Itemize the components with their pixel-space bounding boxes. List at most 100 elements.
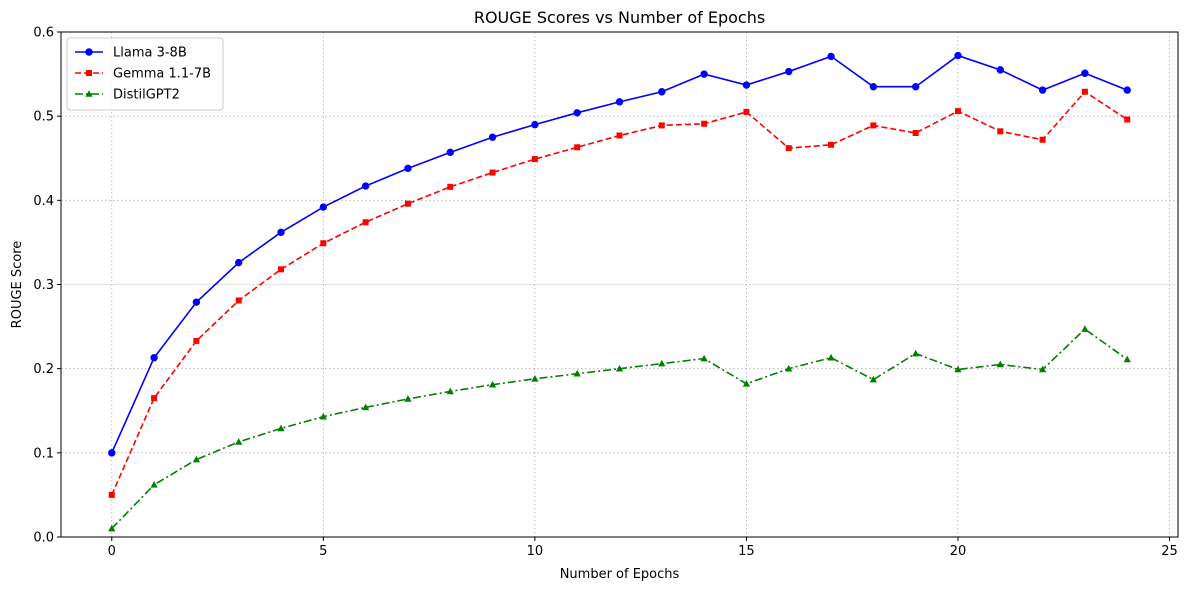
data-point	[1081, 325, 1089, 332]
ticks: 0 5 10 15 20 25 0.0 0.1 0.2 0.3 0.4 0.5 0.6	[33, 26, 1177, 560]
data-point	[616, 132, 623, 139]
data-point	[531, 374, 539, 382]
data-point	[108, 449, 116, 457]
data-point	[911, 83, 920, 91]
x-tick-label: 10	[527, 544, 544, 559]
data-point	[446, 148, 454, 157]
data-point	[615, 364, 624, 372]
y-tick-label: 0.2	[33, 362, 54, 377]
legend-label: DistilGPT2	[113, 88, 180, 103]
data-point	[700, 354, 708, 362]
data-point	[277, 424, 285, 432]
data-point	[193, 337, 200, 344]
data-point	[404, 164, 412, 173]
data-point	[447, 183, 454, 190]
legend-label: Llama 3-8B	[113, 46, 187, 61]
data-point	[404, 395, 412, 402]
data-point	[489, 169, 496, 176]
data-point	[1039, 136, 1046, 143]
data-point	[1039, 365, 1047, 373]
x-axis-label: Number of Epochs	[560, 567, 680, 582]
data-point	[488, 133, 497, 141]
chart-title: ROUGE Scores vs Number of Epochs	[474, 8, 765, 27]
data-point	[573, 369, 581, 377]
data-point	[1123, 355, 1131, 363]
data-point	[361, 182, 370, 190]
data-point	[996, 66, 1004, 74]
data-point	[615, 98, 624, 106]
data-point	[870, 122, 877, 129]
legend-marker	[86, 70, 92, 76]
y-tick-label: 0.5	[33, 110, 54, 125]
data-point	[658, 88, 666, 96]
data-point	[869, 375, 877, 383]
legend-box	[66, 37, 224, 111]
data-point	[1124, 116, 1131, 123]
data-point	[743, 108, 750, 115]
series-line	[111, 54, 1128, 454]
data-point	[869, 83, 878, 91]
data-point	[531, 120, 539, 129]
data-point	[1038, 86, 1047, 94]
y-tick-label: 0.1	[33, 446, 54, 461]
x-tick-label: 20	[950, 544, 967, 559]
data-point	[404, 200, 411, 207]
x-tick-label: 15	[738, 544, 755, 559]
data-point	[235, 297, 242, 304]
data-point	[742, 81, 751, 89]
x-tick-label: 0	[108, 544, 116, 559]
data-point	[319, 412, 327, 420]
data-point	[700, 70, 708, 78]
data-point	[828, 141, 835, 148]
y-tick-label: 0.0	[33, 531, 54, 546]
data-point	[574, 144, 581, 151]
data-point	[785, 364, 793, 372]
data-point	[827, 353, 835, 361]
data-point	[912, 349, 920, 357]
data-point	[151, 395, 158, 402]
data-point	[278, 266, 285, 273]
y-tick-label: 0.6	[33, 26, 54, 41]
y-axis-label: ROUGE Score	[10, 241, 25, 329]
x-tick-label: 25	[1161, 544, 1178, 559]
data-point	[658, 122, 665, 129]
legend: Llama 3-8B Gemma 1.1-7B DistilGPT2	[66, 37, 224, 111]
data-point	[362, 219, 369, 226]
data-point	[1123, 86, 1131, 94]
data-point	[108, 524, 116, 532]
data-point	[997, 128, 1004, 135]
data-point	[785, 145, 792, 152]
data-point	[827, 52, 835, 61]
legend-item: Gemma 1.1-7B	[75, 67, 211, 82]
data-point	[912, 130, 919, 136]
data-point	[954, 51, 962, 60]
data-point	[996, 360, 1004, 368]
data-point	[742, 380, 751, 387]
series-layer	[108, 51, 1131, 532]
legend-label: Gemma 1.1-7B	[113, 67, 211, 82]
data-point	[320, 240, 327, 247]
data-point	[235, 258, 243, 267]
data-point	[150, 481, 158, 488]
data-point	[658, 359, 666, 367]
data-point	[108, 491, 115, 498]
legend-item: DistilGPT2	[75, 88, 180, 103]
data-point	[362, 403, 370, 411]
data-point	[1081, 88, 1088, 95]
data-point	[192, 455, 200, 463]
data-point	[785, 67, 793, 76]
series-llama-3-8b	[108, 51, 1131, 457]
data-point	[488, 380, 497, 388]
legend-marker	[85, 90, 93, 97]
legend-marker	[85, 48, 93, 56]
data-point	[235, 438, 243, 445]
data-point	[150, 354, 158, 362]
x-tick-label: 5	[319, 544, 327, 559]
data-point	[319, 203, 328, 211]
y-tick-label: 0.4	[33, 194, 54, 209]
data-point	[573, 109, 581, 117]
data-point	[192, 298, 201, 306]
data-point	[446, 387, 454, 395]
